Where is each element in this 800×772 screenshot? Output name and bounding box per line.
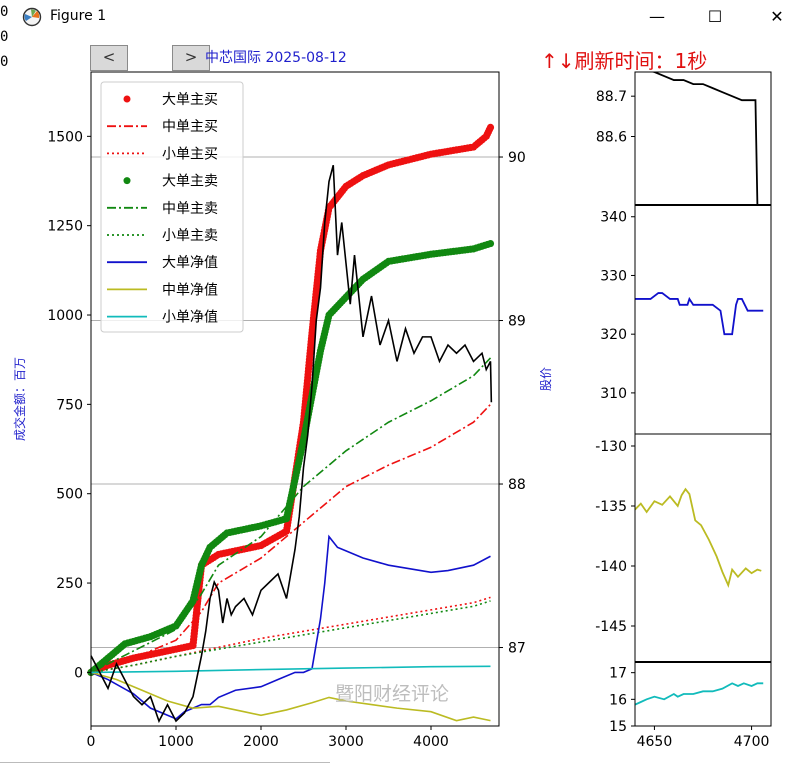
panel-y-tick-label: 16 <box>609 692 627 708</box>
series-line <box>90 403 492 674</box>
series-point <box>486 123 495 131</box>
panel-frame <box>634 71 772 206</box>
panel-y-tick-label: 310 <box>600 386 627 402</box>
series-point <box>486 239 495 248</box>
x-tick-label: 0 <box>87 734 96 750</box>
legend-label: 大单净值 <box>162 255 218 271</box>
series-line <box>90 600 491 674</box>
panel-y-tick-label: 320 <box>600 327 627 343</box>
y2-tick-label: 89 <box>508 314 526 330</box>
legend-label: 中单主卖 <box>162 201 218 217</box>
panel-y-tick-label: 15 <box>609 719 627 735</box>
panel-group <box>635 682 764 706</box>
panel-y-tick-label: 88.6 <box>596 129 627 145</box>
series-line <box>90 596 491 674</box>
y-tick-label: 0 <box>74 665 83 681</box>
legend-label: 中单主买 <box>162 119 218 135</box>
series-line <box>90 164 493 724</box>
matplotlib-app-icon <box>22 7 42 27</box>
refresh-time-label: ↑↓刷新时间：1秒 <box>541 49 708 73</box>
panel-series-line <box>649 72 768 205</box>
background-text: 0 <box>0 54 9 70</box>
close-button[interactable]: ✕ <box>770 7 784 26</box>
bottom-scrollbar[interactable] <box>0 762 330 772</box>
panel-group <box>635 292 764 336</box>
legend-label: 大单主买 <box>162 92 218 108</box>
panel-x-tick-label: 4650 <box>637 734 673 750</box>
panel-y-tick-label: 340 <box>600 210 627 226</box>
panel-y-tick-label: 88.7 <box>596 89 627 105</box>
legend-label: 大单主卖 <box>162 174 218 190</box>
prev-button[interactable]: < <box>90 45 128 71</box>
panel-frame <box>634 433 772 663</box>
x-tick-label: 3000 <box>328 734 364 750</box>
minimize-button[interactable]: — <box>649 7 665 26</box>
legend-marker <box>123 95 131 103</box>
series-line <box>90 534 491 720</box>
y-tick-label: 500 <box>56 487 83 503</box>
y2-axis-label: 股价 <box>539 367 553 391</box>
legend-label: 中单净值 <box>162 282 218 298</box>
main-plot-frame <box>90 71 500 727</box>
panel-frame <box>634 204 772 435</box>
legend-label: 小单主买 <box>162 146 218 162</box>
y-tick-label: 1500 <box>47 129 83 145</box>
series-line <box>90 357 492 674</box>
panel-series-line <box>635 487 762 588</box>
x-tick-label: 2000 <box>243 734 279 750</box>
panel-y-tick-label: -135 <box>595 499 627 515</box>
panel-y-tick-label: 17 <box>609 666 627 682</box>
y2-tick-label: 88 <box>508 477 526 493</box>
y-tick-label: 1000 <box>47 308 83 324</box>
panel-x-tick-label: 4700 <box>734 734 770 750</box>
legend-box <box>100 81 244 333</box>
next-button[interactable]: > <box>172 45 210 71</box>
legend-label: 小单净值 <box>162 310 218 326</box>
panel-y-tick-label: -145 <box>595 619 627 635</box>
maximize-button[interactable]: ☐ <box>707 7 723 26</box>
window-titlebar: Figure 1 — ☐ ✕ <box>0 0 800 34</box>
legend-label: 小单主卖 <box>162 228 218 244</box>
background-text: 0 <box>0 4 9 20</box>
y2-tick-label: 90 <box>508 150 526 166</box>
panel-y-tick-label: -130 <box>595 439 627 455</box>
panel-y-tick-label: -140 <box>595 559 627 575</box>
legend-marker <box>123 177 131 185</box>
x-tick-label: 1000 <box>158 734 194 750</box>
y-tick-label: 1250 <box>47 219 83 235</box>
panel-group <box>649 72 768 205</box>
background-window-strip: 0 0 0 <box>0 0 12 110</box>
y2-tick-label: 87 <box>508 641 526 657</box>
series-line <box>90 665 491 674</box>
background-text: 0 <box>0 29 9 45</box>
panel-series-line <box>635 682 764 706</box>
y-axis-label: 成交金额：百万 <box>12 357 27 441</box>
series-line <box>90 671 491 722</box>
y-tick-label: 250 <box>56 576 83 592</box>
watermark-text: 暨阳财经评论 <box>335 683 449 705</box>
figure-title: 中芯国际 2025-08-12 <box>205 50 347 66</box>
panel-series-line <box>635 292 764 336</box>
panel-y-tick-label: 330 <box>600 268 627 284</box>
y-tick-label: 750 <box>56 397 83 413</box>
window-title: Figure 1 <box>50 8 107 24</box>
panel-frame <box>634 661 772 727</box>
x-tick-label: 4000 <box>413 734 449 750</box>
panel-group <box>635 487 762 588</box>
